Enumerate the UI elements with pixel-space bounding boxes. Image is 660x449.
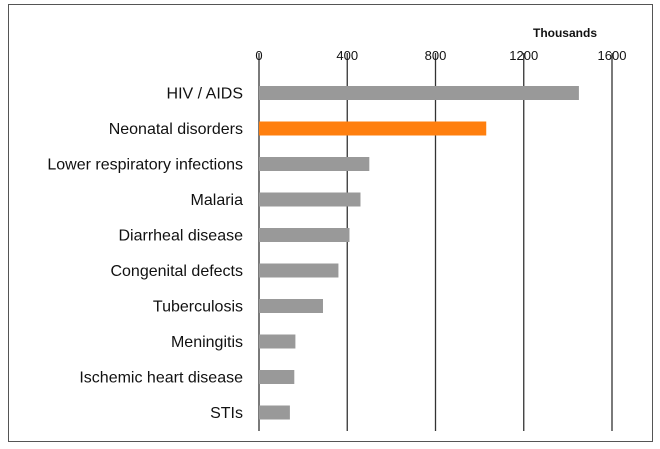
x-tick-label: 400 xyxy=(336,48,358,63)
bar-chart: 0 400 800 1200 1600 Thousands HIV / AIDS Neon… xyxy=(47,26,626,431)
x-tick-label: 1600 xyxy=(598,48,627,63)
bar xyxy=(259,192,361,207)
category-label: Ischemic heart disease xyxy=(79,370,243,387)
bar xyxy=(259,334,296,349)
bar xyxy=(259,370,295,384)
category-labels: HIV / AIDS Neonatal disorders Lower respir… xyxy=(47,86,243,423)
x-axis-ticks: 0 400 800 1200 1600 xyxy=(255,48,626,63)
bar xyxy=(259,228,350,242)
bar xyxy=(259,86,579,100)
category-label: Congenital defects xyxy=(110,263,243,280)
bars xyxy=(259,86,579,420)
category-label: Neonatal disorders xyxy=(109,121,243,138)
x-tick-label: 0 xyxy=(255,48,262,63)
grid-lines xyxy=(258,53,613,431)
category-label: Malaria xyxy=(191,192,244,209)
category-label: STIs xyxy=(210,405,243,422)
bar xyxy=(259,299,323,313)
chart-frame: 0 400 800 1200 1600 Thousands HIV / AIDS Neon… xyxy=(8,4,653,442)
bar xyxy=(259,157,370,171)
x-tick-label: 800 xyxy=(425,48,447,63)
bar xyxy=(259,405,290,420)
x-tick-label: 1200 xyxy=(509,48,538,63)
bar xyxy=(259,263,339,278)
category-label: Lower respiratory infections xyxy=(47,157,243,174)
category-label: Diarrheal disease xyxy=(118,228,243,245)
unit-label: Thousands xyxy=(533,26,597,40)
category-label: Meningitis xyxy=(171,334,243,351)
category-label: HIV / AIDS xyxy=(167,86,243,103)
bar xyxy=(259,121,487,136)
category-label: Tuberculosis xyxy=(153,299,243,316)
